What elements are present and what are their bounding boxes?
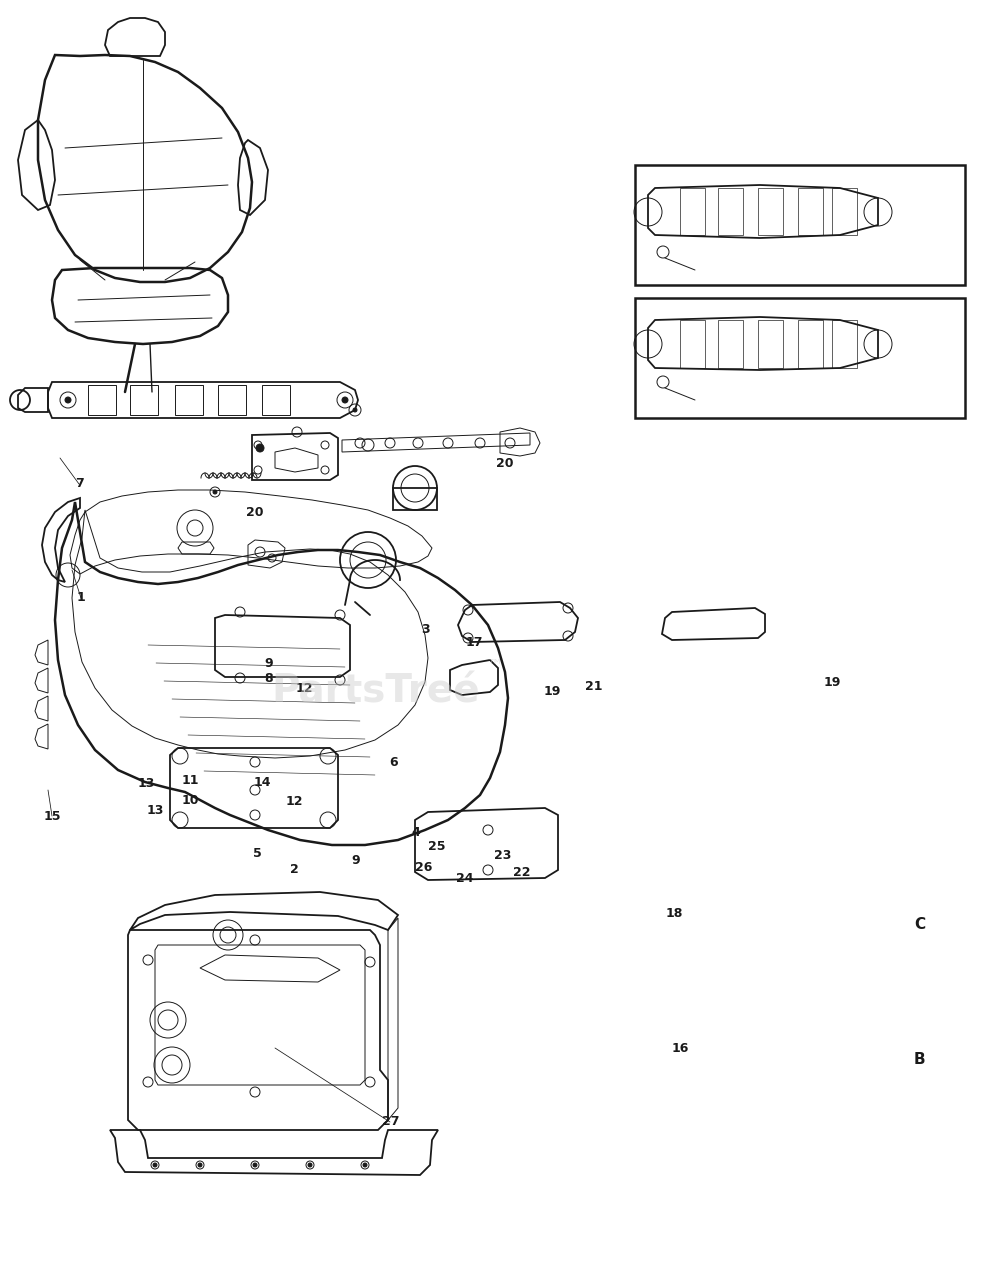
- Circle shape: [342, 397, 348, 403]
- Text: 14: 14: [253, 776, 271, 788]
- Text: 11: 11: [181, 774, 199, 787]
- Text: 3: 3: [421, 623, 429, 636]
- Circle shape: [253, 1164, 257, 1167]
- Text: B: B: [914, 1052, 926, 1068]
- Circle shape: [363, 1164, 367, 1167]
- Text: 20: 20: [495, 457, 513, 470]
- Text: C: C: [914, 916, 926, 932]
- Text: 5: 5: [253, 847, 261, 860]
- Text: 13: 13: [146, 804, 164, 817]
- Circle shape: [308, 1164, 312, 1167]
- Text: 8: 8: [265, 672, 273, 685]
- Text: 6: 6: [390, 756, 398, 769]
- Text: 12: 12: [286, 795, 304, 808]
- Text: 2: 2: [291, 863, 299, 876]
- Text: 24: 24: [456, 872, 474, 884]
- Text: 15: 15: [44, 810, 61, 823]
- Circle shape: [198, 1164, 202, 1167]
- Circle shape: [256, 444, 264, 452]
- Text: 7: 7: [75, 477, 83, 490]
- Text: ™: ™: [487, 657, 502, 675]
- Text: 18: 18: [666, 908, 683, 920]
- Text: 4: 4: [411, 826, 419, 838]
- Circle shape: [353, 408, 357, 412]
- Text: 10: 10: [181, 794, 199, 806]
- Text: 13: 13: [137, 777, 155, 790]
- Text: PartsTreé: PartsTreé: [272, 672, 480, 710]
- FancyBboxPatch shape: [635, 165, 965, 285]
- Text: 21: 21: [584, 680, 602, 692]
- Text: 12: 12: [296, 682, 314, 695]
- Text: 19: 19: [543, 685, 561, 698]
- Text: 17: 17: [466, 636, 484, 649]
- Text: 19: 19: [824, 676, 842, 689]
- Text: 20: 20: [246, 506, 264, 518]
- Text: 9: 9: [265, 657, 273, 669]
- Text: 27: 27: [382, 1115, 400, 1128]
- Text: 1: 1: [77, 591, 85, 604]
- Text: 9: 9: [352, 854, 360, 867]
- Text: 25: 25: [428, 840, 446, 852]
- Text: 22: 22: [513, 867, 531, 879]
- Text: 23: 23: [494, 849, 511, 861]
- Circle shape: [213, 490, 217, 494]
- Text: 26: 26: [414, 861, 432, 874]
- FancyBboxPatch shape: [635, 298, 965, 419]
- Text: 16: 16: [672, 1042, 689, 1055]
- Circle shape: [65, 397, 71, 403]
- Circle shape: [153, 1164, 157, 1167]
